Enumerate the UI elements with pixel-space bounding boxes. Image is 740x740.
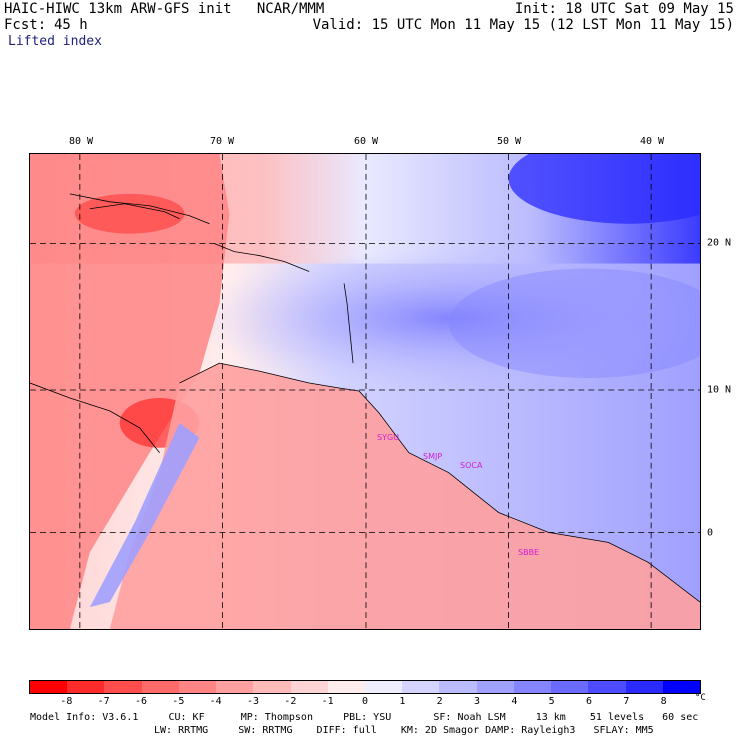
station-smjp: SMJP xyxy=(423,452,443,461)
lon-label-40w: 40 W xyxy=(639,136,665,147)
colorbar-segment xyxy=(476,681,514,693)
colorbar-tick-label: -1 xyxy=(321,696,334,707)
lifted-index-map xyxy=(30,154,700,629)
colorbar-tick-label: -6 xyxy=(134,696,148,707)
colorbar-tick-label: -7 xyxy=(97,696,110,707)
station-sygu: SYGU xyxy=(377,433,400,442)
colorbar-tick-label: 3 xyxy=(473,696,481,707)
colorbar-tick-label: 0 xyxy=(361,696,369,707)
central-blue-band xyxy=(189,248,700,388)
colorbar-tick-label: -8 xyxy=(60,696,73,707)
forecast-label: Fcst: xyxy=(4,17,47,33)
station-soca: SOCA xyxy=(460,461,483,470)
colorbar-tick-label: 5 xyxy=(548,696,555,707)
colorbar-segment xyxy=(178,681,217,693)
colorbar-segment xyxy=(30,681,68,693)
colorbar-tick-label: 7 xyxy=(623,696,630,707)
valid-time: Valid: 15 UTC Mon 11 May 15 (12 LST Mon … xyxy=(312,17,734,33)
colorbar-tick-label: 6 xyxy=(585,696,593,707)
colorbar-unit: °C xyxy=(695,693,706,703)
colorbar-segment xyxy=(253,681,291,693)
colorbar-tick-label: -5 xyxy=(172,696,185,707)
colorbar-tick-label: -3 xyxy=(246,696,260,707)
ne-blue-max xyxy=(508,154,700,224)
model-info-line-1: Model Info: V3.6.1 CU: KF MP: Thompson P… xyxy=(30,712,699,723)
field-name: Lifted index xyxy=(8,34,102,49)
colorbar-segment xyxy=(625,681,663,693)
lat-label-10n: 10 N xyxy=(707,384,732,396)
colorbar-tick-label: -4 xyxy=(209,696,222,707)
lon-label-50w: 50 W xyxy=(496,136,522,147)
graticule xyxy=(30,154,700,629)
plot-title: HAIC-HIWC 13km ARW-GFS init NCAR/MMM xyxy=(4,1,325,17)
colorbar-segment xyxy=(67,681,105,693)
colorbar-segment xyxy=(588,681,626,693)
colorbar-tick-label: 1 xyxy=(399,696,406,707)
colorbar-segment xyxy=(327,681,365,693)
east-blue-band xyxy=(448,268,700,379)
colorbar-segment xyxy=(402,681,440,693)
colorbar-segment xyxy=(551,681,589,693)
south-america-land xyxy=(109,363,700,629)
lon-label-70w: 70 W xyxy=(209,136,235,147)
map-panel xyxy=(29,153,701,630)
colorbar-tick-label: 4 xyxy=(511,696,518,707)
forecast-hour: 45 h xyxy=(54,17,88,33)
colorbar-tick-label: 8 xyxy=(660,696,667,707)
colorbar-segment xyxy=(513,681,552,693)
colorbar-segment xyxy=(364,681,403,693)
model-info-line-2: LW: RRTMG SW: RRTMG DIFF: full KM: 2D Sm… xyxy=(154,725,654,736)
coastlines xyxy=(30,193,700,603)
colorbar-segment xyxy=(662,681,700,693)
colorbar-tick-label: -2 xyxy=(284,696,297,707)
lat-label-equator: 0 xyxy=(707,527,714,539)
lat-label-20n: 20 N xyxy=(707,237,732,249)
colorbar-segment xyxy=(104,681,142,693)
colorbar-segment xyxy=(141,681,179,693)
colorbar-segment xyxy=(216,681,254,693)
colorbar-tick-label: 2 xyxy=(436,696,443,707)
lon-label-60w: 60 W xyxy=(353,136,379,147)
station-sbbe: SBBE xyxy=(518,548,540,557)
colorbar xyxy=(29,680,701,694)
colorbar-segment xyxy=(439,681,477,693)
west-red-region xyxy=(30,154,230,629)
hispaniola-red-max xyxy=(74,193,185,234)
andes-blue-streak xyxy=(89,422,200,608)
lon-label-80w: 80 W xyxy=(68,136,94,147)
colorbar-segment xyxy=(290,681,328,693)
init-time: Init: 18 UTC Sat 09 May 15 xyxy=(514,1,734,17)
